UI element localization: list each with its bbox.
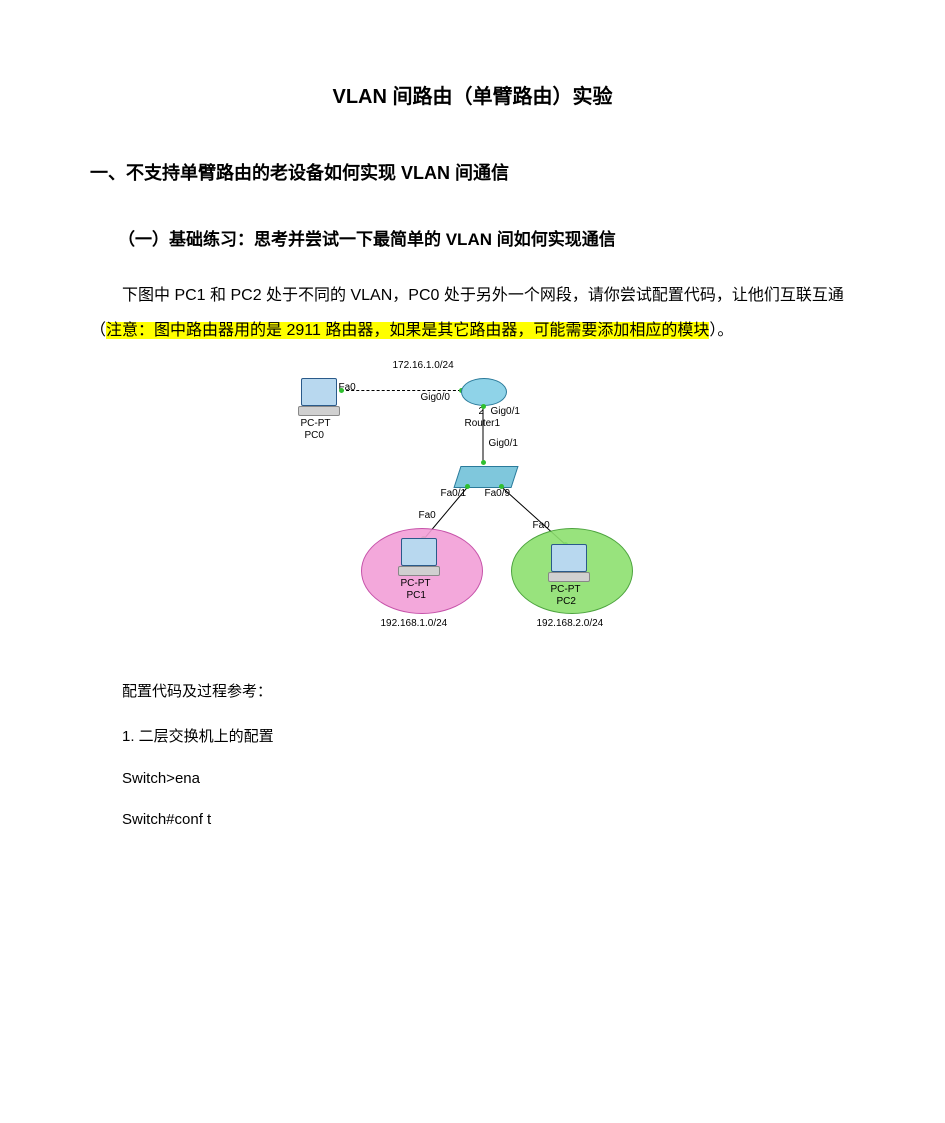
router-port-left-label: Gig0/0 (421, 392, 450, 403)
link-dot-router-down (481, 404, 486, 409)
link-dot-pc0 (339, 388, 344, 393)
link-dot-sw-pc2-a (499, 484, 504, 489)
cmd-1: Switch>ena (90, 770, 855, 787)
switch-uplink-label: Gig0/1 (489, 438, 518, 449)
intro-paragraph: 下图中 PC1 和 PC2 处于不同的 VLAN，PC0 处于另外一个网段，请你… (90, 278, 855, 348)
pc0-base-icon (298, 406, 340, 416)
link-dot-sw-pc1-a (465, 484, 470, 489)
switch-icon (453, 466, 518, 488)
section-1-heading: 一、不支持单臂路由的老设备如何实现 VLAN 间通信 (90, 159, 855, 185)
para-tail: ）。 (709, 322, 733, 339)
router-port-down-label: Gig0/1 (491, 406, 520, 417)
link-pc0-router (341, 390, 461, 391)
pc2-port-label: Fa0 (533, 520, 550, 531)
pc0-type-label: PC-PT (301, 418, 331, 429)
network-diagram: 172.16.1.0/24 Fa0 PC-PT PC0 Gig0/0 2 Gig… (90, 360, 855, 650)
pc1-type-label: PC-PT (401, 578, 431, 589)
pc1-base-icon (398, 566, 440, 576)
reference-heading: 配置代码及过程参考： (90, 680, 855, 701)
router-icon (461, 378, 507, 406)
pc0-name-label: PC0 (305, 430, 324, 441)
cmd-2: Switch#conf t (90, 811, 855, 828)
pc1-net-label: 192.168.1.0/24 (381, 618, 448, 629)
pc2-type-label: PC-PT (551, 584, 581, 595)
pc1-port-label: Fa0 (419, 510, 436, 521)
pc2-icon (551, 544, 587, 572)
para-highlight: 注意：图中路由器用的是 2911 路由器，如果是其它路由器，可能需要添加相应的模… (106, 322, 709, 339)
step-1-heading: 1. 二层交换机上的配置 (90, 725, 855, 746)
pc2-base-icon (548, 572, 590, 582)
link-router-switch (482, 405, 483, 465)
section-1-1-heading: （一）基础练习：思考并尝试一下最简单的 VLAN 间如何实现通信 (90, 225, 855, 250)
network-top-label: 172.16.1.0/24 (393, 360, 454, 371)
link-dot-switch-up (481, 460, 486, 465)
pc1-name-label: PC1 (407, 590, 426, 601)
pc1-icon (401, 538, 437, 566)
pc0-icon (301, 378, 337, 406)
pc2-net-label: 192.168.2.0/24 (537, 618, 604, 629)
pc2-name-label: PC2 (557, 596, 576, 607)
doc-title: VLAN 间路由（单臂路由）实验 (90, 80, 855, 109)
